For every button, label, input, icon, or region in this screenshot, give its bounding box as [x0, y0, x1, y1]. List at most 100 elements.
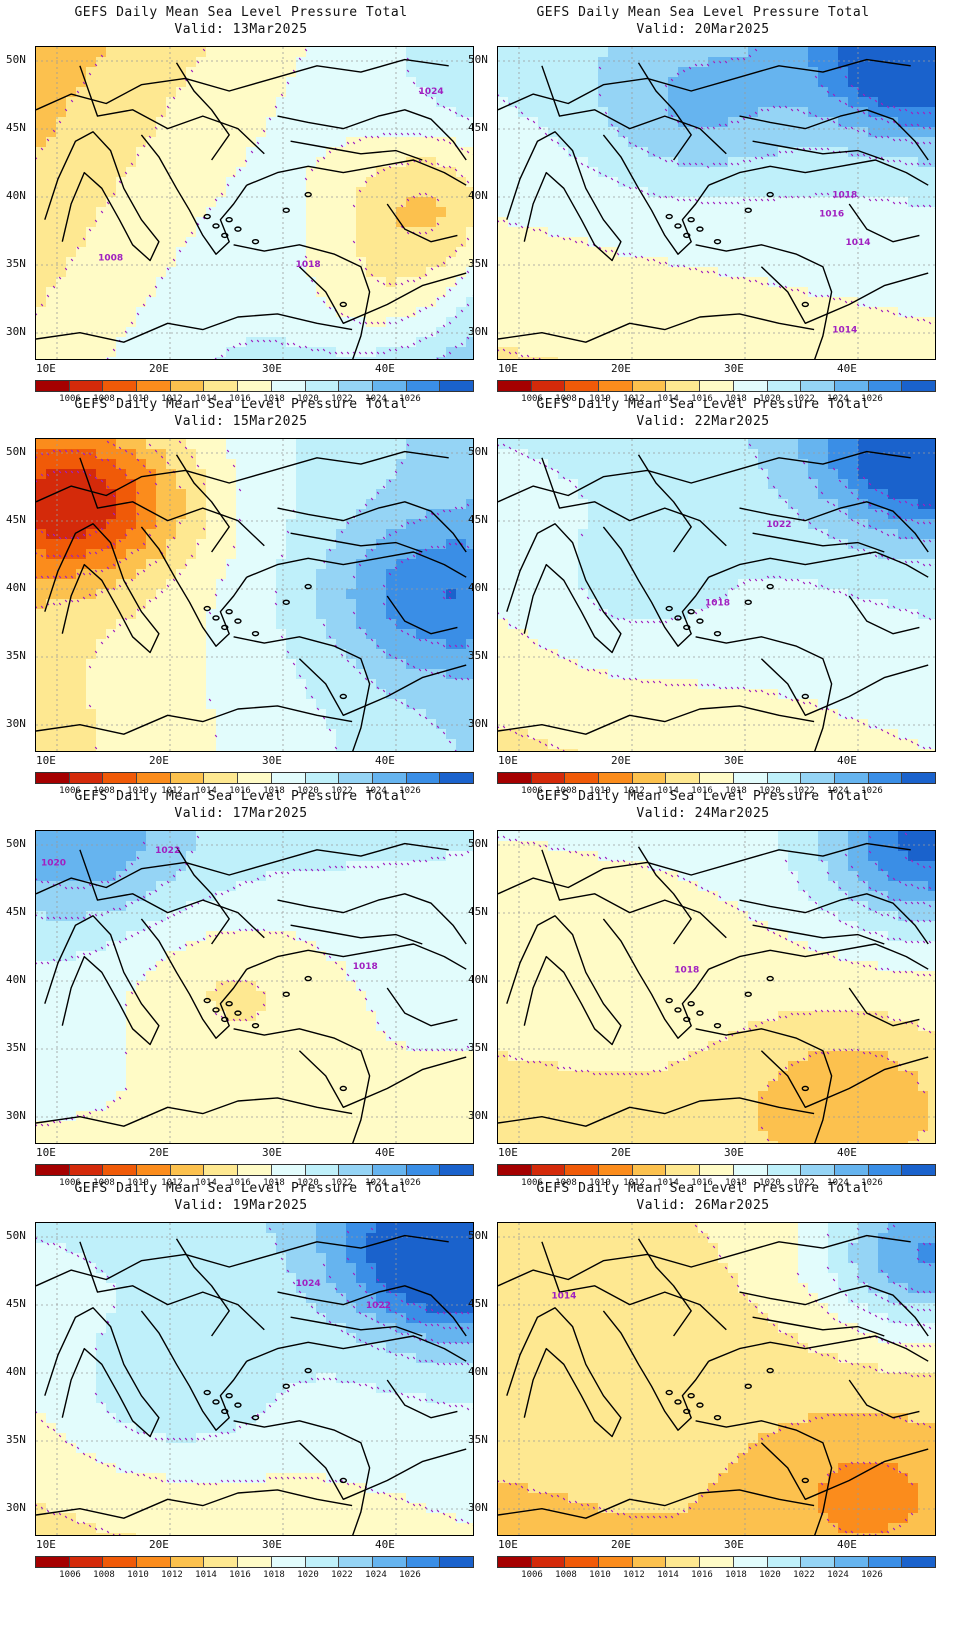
latitude-label: 45N — [468, 513, 488, 526]
longitude-label: 40E — [375, 754, 395, 767]
colorbar-swatch — [372, 381, 407, 391]
colorbar-label: 1026 — [399, 1570, 421, 1580]
latitude-label: 50N — [6, 1229, 26, 1242]
isobar-label: 1018 — [353, 962, 378, 972]
colorbar-swatch — [170, 1557, 205, 1567]
colorbar-label: 1014 — [657, 1570, 679, 1580]
colorbar-swatch — [632, 773, 667, 783]
colorbar-label: 1012 — [161, 1570, 183, 1580]
colorbar-swatch — [170, 773, 205, 783]
longitude-label: 40E — [837, 1146, 857, 1159]
longitude-label: 20E — [611, 754, 631, 767]
latitude-label: 35N — [468, 1433, 488, 1446]
pressure-map: 1008 1018 1024 — [35, 46, 474, 360]
latitude-label: 40N — [468, 581, 488, 594]
colorbar-label: 1020 — [297, 1178, 319, 1188]
pressure-map: 1014 — [497, 1222, 936, 1536]
colorbar-swatch — [700, 773, 734, 783]
colorbar-swatch — [599, 773, 633, 783]
map-panel: GEFS Daily Mean Sea Level Pressure Total… — [0, 392, 482, 802]
colorbar-swatch — [103, 381, 138, 391]
longitude-label: 40E — [837, 754, 857, 767]
colorbar-label: 1026 — [399, 394, 421, 404]
colorbar-swatch — [498, 1165, 532, 1175]
latitude-label: 45N — [6, 905, 26, 918]
colorbar-swatch — [238, 1165, 272, 1175]
colorbar-swatch — [204, 1165, 239, 1175]
colorbar-label: 1010 — [127, 786, 149, 796]
isobar-label: 1018 — [832, 191, 857, 201]
colorbar-label: 1022 — [793, 786, 815, 796]
colorbar — [497, 380, 936, 392]
pressure-field-svg — [36, 439, 473, 751]
colorbar-swatch — [339, 1557, 373, 1567]
colorbar-label: 1014 — [195, 786, 217, 796]
colorbar-swatch — [137, 1557, 171, 1567]
colorbar-swatch — [36, 1557, 70, 1567]
longitude-label: 10E — [498, 362, 518, 375]
colorbar-swatch — [406, 1557, 441, 1567]
longitude-label: 30E — [724, 362, 744, 375]
colorbar-swatch — [902, 1165, 935, 1175]
colorbar-swatch — [834, 1557, 869, 1567]
colorbar — [35, 772, 474, 784]
latitude-label: 50N — [468, 445, 488, 458]
latitude-label: 45N — [468, 905, 488, 918]
latitude-label: 30N — [6, 1109, 26, 1122]
longitude-label: 10E — [36, 1538, 56, 1551]
colorbar-swatch — [565, 773, 600, 783]
colorbar-swatch — [565, 1165, 600, 1175]
coastlines — [498, 1234, 929, 1535]
colorbar-label: 1008 — [93, 394, 115, 404]
map-panel: GEFS Daily Mean Sea Level Pressure Total… — [462, 392, 944, 802]
colorbar — [35, 1556, 474, 1568]
colorbar-label: 1016 — [691, 1570, 713, 1580]
colorbar-swatch — [868, 1165, 903, 1175]
isobar-lines — [498, 443, 935, 751]
colorbar-swatch — [69, 1165, 104, 1175]
colorbar-label: 1016 — [691, 394, 713, 404]
colorbar-label: 1012 — [623, 394, 645, 404]
coastlines — [36, 58, 467, 359]
latitude-label: 50N — [468, 1229, 488, 1242]
longitude-label: 20E — [149, 1538, 169, 1551]
colorbar-swatch — [440, 381, 473, 391]
latitude-label: 35N — [6, 1041, 26, 1054]
map-title: GEFS Daily Mean Sea Level Pressure Total — [536, 789, 870, 804]
colorbar-label: 1010 — [589, 394, 611, 404]
colorbar-swatch — [834, 1165, 869, 1175]
latitude-label: 50N — [6, 837, 26, 850]
valid-date: Valid: 20Mar2025 — [636, 22, 770, 37]
colorbar-swatch — [767, 773, 802, 783]
colorbar-swatch — [406, 1165, 441, 1175]
colorbar-label: 1006 — [59, 1570, 81, 1580]
colorbar-label: 1014 — [195, 394, 217, 404]
valid-date: Valid: 26Mar2025 — [636, 1198, 770, 1213]
pressure-map: 1018 — [497, 830, 936, 1144]
colorbar-label: 1010 — [589, 786, 611, 796]
colorbar-swatch — [902, 773, 935, 783]
latitude-label: 45N — [468, 1297, 488, 1310]
longitude-label: 30E — [262, 754, 282, 767]
colorbar-swatch — [531, 381, 566, 391]
colorbar-label: 1012 — [623, 786, 645, 796]
colorbar-label: 1024 — [365, 1570, 387, 1580]
colorbar-swatch — [599, 381, 633, 391]
latitude-label: 40N — [468, 189, 488, 202]
colorbar-label: 1010 — [127, 1178, 149, 1188]
latitude-label: 45N — [6, 121, 26, 134]
colorbar-label: 1010 — [127, 1570, 149, 1580]
colorbar-swatch — [801, 773, 835, 783]
colorbar-label: 1006 — [59, 394, 81, 404]
latitude-label: 35N — [6, 1433, 26, 1446]
longitude-label: 30E — [262, 1146, 282, 1159]
colorbar-label: 1010 — [589, 1178, 611, 1188]
latitude-label: 35N — [468, 1041, 488, 1054]
colorbar-label: 1022 — [331, 394, 353, 404]
map-title: GEFS Daily Mean Sea Level Pressure Total — [536, 5, 870, 20]
colorbar-swatch — [868, 1557, 903, 1567]
colorbar-label: 1012 — [623, 1570, 645, 1580]
colorbar-swatch — [565, 1557, 600, 1567]
colorbar-swatch — [834, 381, 869, 391]
latitude-label: 45N — [6, 513, 26, 526]
